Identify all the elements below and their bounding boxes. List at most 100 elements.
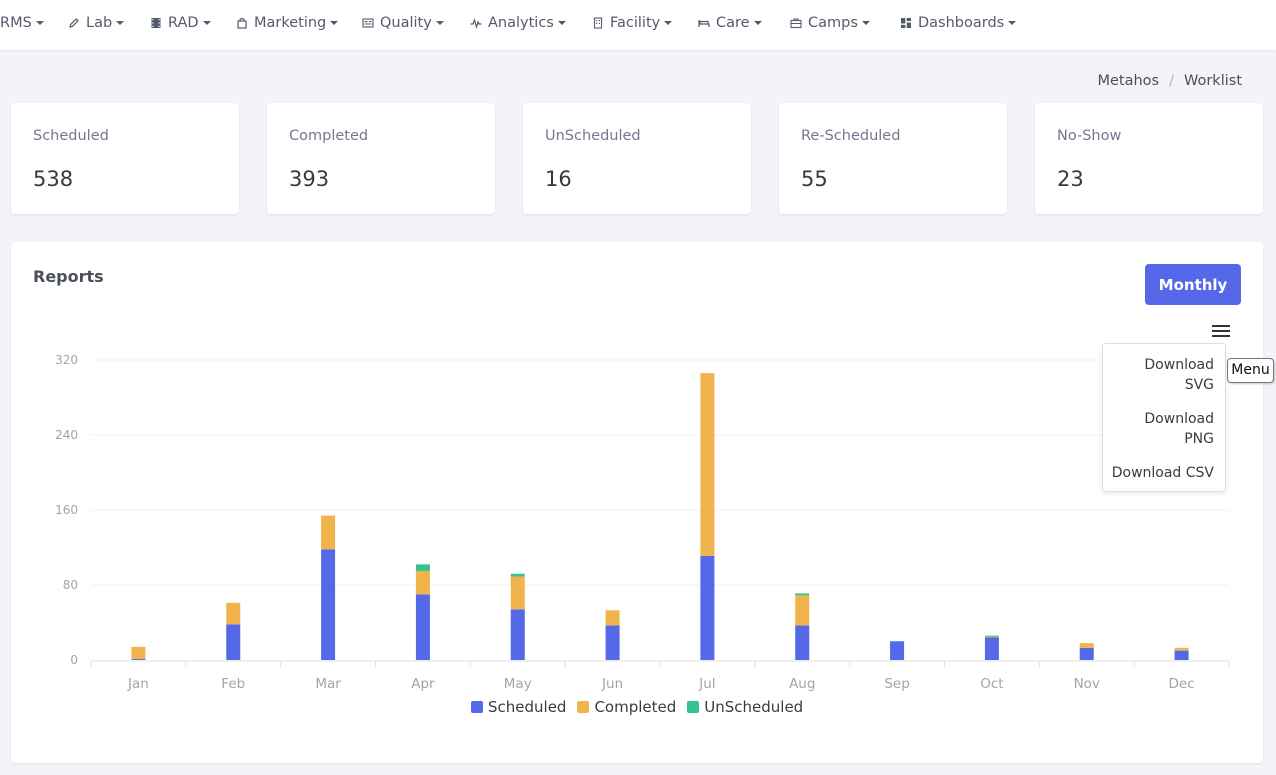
bar-scheduled-jun[interactable] — [605, 625, 620, 660]
bar-completed-may[interactable] — [510, 576, 525, 610]
stat-label: No-Show — [1057, 128, 1122, 144]
x-tick-label: Jun — [601, 676, 623, 692]
menu-item-line: Download — [1144, 411, 1214, 427]
bar-scheduled-feb[interactable] — [226, 624, 241, 660]
x-tick-label: Dec — [1169, 676, 1195, 692]
legend-item-scheduled[interactable]: Scheduled — [471, 698, 566, 716]
stat-label: Scheduled — [33, 128, 109, 144]
download-png-item[interactable]: Download PNG — [1144, 409, 1214, 449]
nav-item-camps[interactable]: Camps — [789, 13, 870, 33]
menu-item-line: Download — [1144, 357, 1214, 373]
nav-item-quality[interactable]: Quality — [361, 13, 444, 33]
legend-label: Completed — [594, 698, 677, 716]
nav-item-rms[interactable]: RMS — [0, 13, 44, 33]
stat-value: 55 — [801, 167, 828, 191]
caret-down-icon — [1008, 21, 1017, 25]
x-tick-label: Nov — [1074, 676, 1100, 692]
bar-scheduled-nov[interactable] — [1079, 647, 1094, 660]
monthly-button[interactable]: Monthly — [1145, 264, 1241, 305]
stat-label: Completed — [289, 128, 369, 144]
bar-scheduled-sep[interactable] — [890, 641, 905, 660]
bar-completed-jul[interactable] — [700, 373, 715, 556]
bar-scheduled-dec[interactable] — [1174, 650, 1189, 660]
x-tick-label: Aug — [789, 676, 815, 692]
x-tick-label: Jan — [127, 676, 149, 692]
x-tick-label: Oct — [980, 676, 1003, 692]
bar-scheduled-may[interactable] — [510, 609, 525, 660]
breadcrumb-current: Worklist — [1183, 73, 1242, 89]
legend-swatch — [471, 701, 483, 713]
menu-item-line: SVG — [1184, 377, 1214, 393]
bar-scheduled-mar[interactable] — [321, 549, 336, 660]
nav-item-dashboards[interactable]: Dashboards — [899, 13, 1017, 33]
bar-completed-jan[interactable] — [131, 646, 146, 660]
bar-scheduled-oct[interactable] — [984, 637, 999, 661]
bar-completed-apr[interactable] — [415, 570, 430, 595]
bar-scheduled-jan[interactable] — [131, 659, 146, 660]
caret-down-icon — [35, 21, 44, 25]
caret-down-icon — [330, 21, 339, 25]
x-tick-label: Apr — [411, 676, 435, 692]
bar-unscheduled-aug[interactable] — [795, 593, 810, 596]
briefcase-icon — [789, 16, 803, 30]
stat-card-no-show: No-Show 23 — [1035, 103, 1263, 214]
bag-icon — [235, 16, 249, 30]
pulse-icon — [469, 16, 483, 30]
nav-item-lab[interactable]: Lab — [67, 13, 125, 33]
bar-completed-mar[interactable] — [321, 515, 336, 550]
stat-value: 538 — [33, 167, 74, 191]
y-tick-label: 160 — [55, 503, 78, 517]
caret-down-icon — [861, 21, 870, 25]
legend-item-unscheduled[interactable]: UnScheduled — [687, 698, 803, 716]
bar-unscheduled-apr[interactable] — [415, 564, 430, 571]
x-tick-label: May — [504, 676, 532, 692]
nav-item-marketing[interactable]: Marketing — [235, 13, 339, 33]
nav-label: Camps — [808, 15, 858, 31]
bar-unscheduled-may[interactable] — [510, 573, 525, 577]
chart-x-axis: Jan Feb Mar Apr May Jun Jul Aug Sep Oct Nov Dec — [90, 660, 1230, 692]
nav-item-analytics[interactable]: Analytics — [469, 13, 566, 33]
bar-scheduled-apr[interactable] — [415, 594, 430, 660]
caret-down-icon — [435, 21, 444, 25]
caret-down-icon — [753, 21, 762, 25]
nav-item-care[interactable]: Care — [697, 13, 762, 33]
legend-label: UnScheduled — [704, 698, 804, 716]
nav-label: Care — [716, 15, 750, 31]
bar-completed-aug[interactable] — [795, 595, 810, 626]
bar-scheduled-aug[interactable] — [795, 625, 810, 660]
menu-item-line: Download CSV — [1111, 465, 1214, 481]
bar-completed-jun[interactable] — [605, 610, 620, 626]
id-card-icon — [361, 16, 375, 30]
film-icon — [149, 16, 163, 30]
download-svg-item[interactable]: Download SVG — [1144, 355, 1214, 395]
reports-card: Reports Monthly 0 80 160 240 320 Jan Feb Mar Ap… — [11, 242, 1263, 763]
breadcrumb: Metahos / Worklist — [1097, 73, 1242, 89]
caret-down-icon — [664, 21, 673, 25]
stat-label: UnScheduled — [545, 128, 641, 144]
nav-label: Marketing — [254, 15, 327, 31]
bar-completed-oct[interactable] — [984, 636, 999, 638]
stat-value: 23 — [1057, 167, 1084, 191]
chart-menu-icon[interactable] — [1211, 324, 1231, 338]
bar-completed-dec[interactable] — [1174, 647, 1189, 651]
nav-item-facility[interactable]: Facility — [591, 13, 673, 33]
bar-scheduled-jul[interactable] — [700, 555, 715, 660]
download-csv-item[interactable]: Download CSV — [1112, 463, 1214, 483]
x-tick-label: Feb — [221, 676, 245, 692]
bar-completed-feb[interactable] — [226, 602, 241, 625]
legend-swatch — [687, 701, 700, 713]
nav-label: Analytics — [488, 15, 554, 31]
stat-label: Re-Scheduled — [801, 128, 901, 144]
nav-label: RMS — [0, 15, 32, 31]
breadcrumb-parent[interactable]: Metahos — [1097, 73, 1160, 89]
caret-down-icon — [557, 21, 566, 25]
nav-label: Quality — [380, 15, 432, 31]
grid-icon — [899, 16, 913, 30]
bar-completed-nov[interactable] — [1079, 643, 1094, 648]
pencil-icon — [67, 16, 81, 30]
stat-card-scheduled: Scheduled 538 — [11, 103, 239, 214]
nav-item-rad[interactable]: RAD — [149, 13, 211, 33]
menu-item-line: PNG — [1184, 431, 1214, 447]
legend-item-completed[interactable]: Completed — [577, 698, 676, 716]
bar-unscheduled-oct[interactable] — [984, 635, 999, 637]
